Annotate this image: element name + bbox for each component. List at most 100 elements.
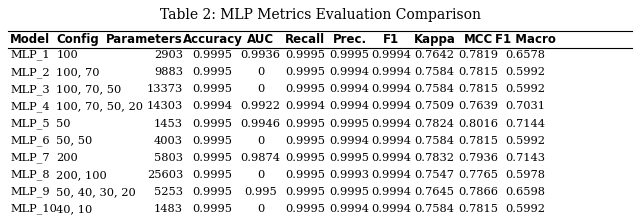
Text: 0.9993: 0.9993	[330, 170, 370, 180]
Text: 13373: 13373	[147, 84, 183, 94]
Text: 4003: 4003	[154, 136, 183, 146]
Text: 0.7642: 0.7642	[415, 50, 454, 60]
Text: 0.9994: 0.9994	[371, 136, 411, 146]
Text: F1 Macro: F1 Macro	[495, 33, 556, 46]
Text: 0.7765: 0.7765	[458, 170, 499, 180]
Text: 0.9994: 0.9994	[285, 102, 325, 111]
Text: 0.9994: 0.9994	[371, 170, 411, 180]
Text: 0.9994: 0.9994	[330, 67, 370, 77]
Text: 0: 0	[257, 136, 264, 146]
Text: 0.8016: 0.8016	[458, 119, 499, 129]
Text: 0.7584: 0.7584	[415, 67, 454, 77]
Text: 1453: 1453	[154, 119, 183, 129]
Text: 1483: 1483	[154, 204, 183, 214]
Text: 0.7866: 0.7866	[458, 187, 499, 197]
Text: MLP_3: MLP_3	[10, 84, 50, 95]
Text: 0.9995: 0.9995	[285, 187, 325, 197]
Text: 0.9994: 0.9994	[371, 204, 411, 214]
Text: 0.7815: 0.7815	[458, 136, 499, 146]
Text: 0.9994: 0.9994	[371, 84, 411, 94]
Text: 0.9995: 0.9995	[285, 204, 325, 214]
Text: 0.5992: 0.5992	[505, 84, 545, 94]
Text: 0.9995: 0.9995	[330, 50, 370, 60]
Text: 5253: 5253	[154, 187, 183, 197]
Text: 0.9994: 0.9994	[330, 204, 370, 214]
Text: 0.7815: 0.7815	[458, 84, 499, 94]
Text: 0: 0	[257, 204, 264, 214]
Text: 0.9995: 0.9995	[285, 136, 325, 146]
Text: 0.9994: 0.9994	[193, 102, 232, 111]
Text: MLP_6: MLP_6	[10, 135, 50, 146]
Text: 0.9995: 0.9995	[330, 119, 370, 129]
Text: 0.9922: 0.9922	[241, 102, 280, 111]
Text: Recall: Recall	[285, 33, 325, 46]
Text: 100, 70, 50: 100, 70, 50	[56, 84, 122, 94]
Text: 0.9995: 0.9995	[193, 119, 232, 129]
Text: 5803: 5803	[154, 153, 183, 163]
Text: 0.7645: 0.7645	[415, 187, 454, 197]
Text: 0.7639: 0.7639	[458, 102, 499, 111]
Text: 0.7819: 0.7819	[458, 50, 499, 60]
Text: 0.7936: 0.7936	[458, 153, 499, 163]
Text: MLP_7: MLP_7	[10, 152, 50, 163]
Text: 0.9994: 0.9994	[330, 136, 370, 146]
Text: 0.6598: 0.6598	[505, 187, 545, 197]
Text: 50: 50	[56, 119, 70, 129]
Text: 0.9994: 0.9994	[371, 187, 411, 197]
Text: 25603: 25603	[147, 170, 183, 180]
Text: 0.5992: 0.5992	[505, 136, 545, 146]
Text: 0.5978: 0.5978	[505, 170, 545, 180]
Text: 0.9995: 0.9995	[285, 153, 325, 163]
Text: MLP_1: MLP_1	[10, 50, 50, 60]
Text: 0.7815: 0.7815	[458, 67, 499, 77]
Text: Model: Model	[10, 33, 51, 46]
Text: 0.7143: 0.7143	[505, 153, 545, 163]
Text: 0.9995: 0.9995	[193, 84, 232, 94]
Text: 2903: 2903	[154, 50, 183, 60]
Text: 0.9995: 0.9995	[330, 153, 370, 163]
Text: 0.9995: 0.9995	[193, 204, 232, 214]
Text: 0.9995: 0.9995	[193, 187, 232, 197]
Text: MLP_10: MLP_10	[10, 204, 57, 214]
Text: Prec.: Prec.	[333, 33, 367, 46]
Text: 0.7824: 0.7824	[415, 119, 454, 129]
Text: 0.9995: 0.9995	[193, 67, 232, 77]
Text: 0: 0	[257, 170, 264, 180]
Text: 0.5992: 0.5992	[505, 204, 545, 214]
Text: MLP_4: MLP_4	[10, 101, 50, 112]
Text: 0.9994: 0.9994	[371, 153, 411, 163]
Text: 0.6578: 0.6578	[505, 50, 545, 60]
Text: MLP_8: MLP_8	[10, 170, 50, 180]
Text: 0.5992: 0.5992	[505, 67, 545, 77]
Text: 0.9946: 0.9946	[241, 119, 280, 129]
Text: 0.9995: 0.9995	[193, 50, 232, 60]
Text: 0.7815: 0.7815	[458, 204, 499, 214]
Text: 0.7584: 0.7584	[415, 84, 454, 94]
Text: MLP_5: MLP_5	[10, 118, 50, 129]
Text: 200, 100: 200, 100	[56, 170, 107, 180]
Text: F1: F1	[383, 33, 399, 46]
Text: MCC: MCC	[464, 33, 493, 46]
Text: 0.9995: 0.9995	[285, 67, 325, 77]
Text: Table 2: MLP Metrics Evaluation Comparison: Table 2: MLP Metrics Evaluation Comparis…	[159, 8, 481, 22]
Text: 0: 0	[257, 84, 264, 94]
Text: 200: 200	[56, 153, 78, 163]
Text: 0.9995: 0.9995	[193, 153, 232, 163]
Text: 0.9995: 0.9995	[285, 84, 325, 94]
Text: Kappa: Kappa	[414, 33, 456, 46]
Text: 0.9995: 0.9995	[193, 170, 232, 180]
Text: 0.9995: 0.9995	[193, 136, 232, 146]
Text: 0.9994: 0.9994	[330, 102, 370, 111]
Text: 0.7832: 0.7832	[415, 153, 454, 163]
Text: 0.9994: 0.9994	[371, 119, 411, 129]
Text: 0.9874: 0.9874	[241, 153, 280, 163]
Text: MLP_9: MLP_9	[10, 187, 50, 197]
Text: 0.9995: 0.9995	[330, 187, 370, 197]
Text: 0.9994: 0.9994	[330, 84, 370, 94]
Text: 0: 0	[257, 67, 264, 77]
Text: 0.9936: 0.9936	[241, 50, 280, 60]
Text: 0.9995: 0.9995	[285, 50, 325, 60]
Text: 40, 10: 40, 10	[56, 204, 92, 214]
Text: 100: 100	[56, 50, 78, 60]
Text: 0.9995: 0.9995	[285, 119, 325, 129]
